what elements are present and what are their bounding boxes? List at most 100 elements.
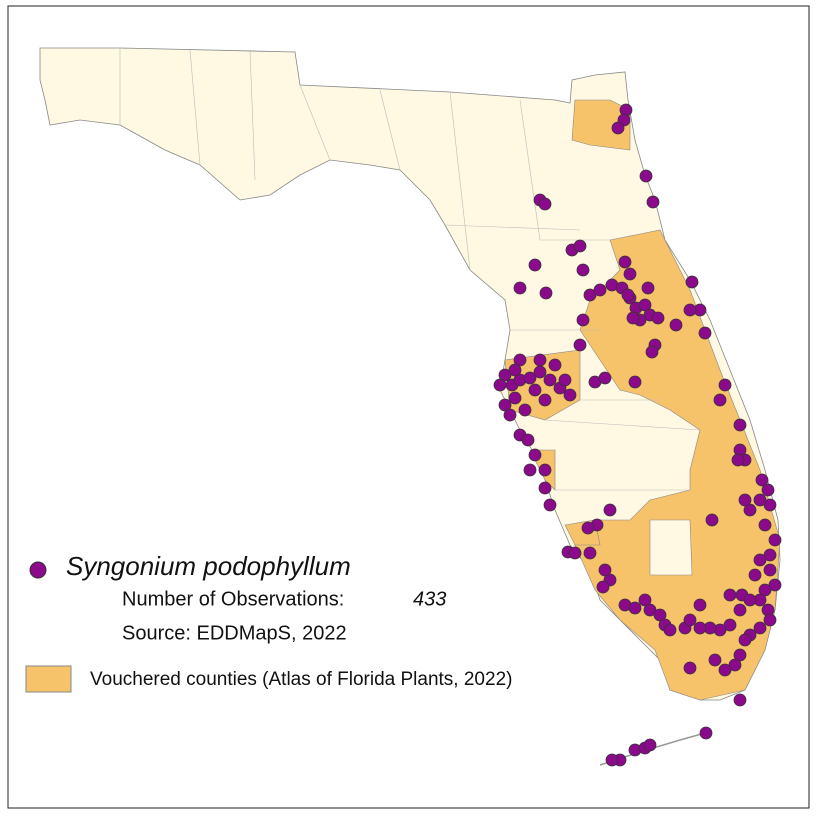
observation-dot — [748, 568, 762, 582]
observation-dot — [528, 448, 542, 462]
observation-dot — [723, 588, 737, 602]
observation-dot — [513, 353, 527, 367]
observation-dot — [733, 693, 747, 707]
observation-dot — [538, 463, 552, 477]
observation-dot — [683, 303, 697, 317]
observation-dot — [498, 398, 512, 412]
observation-dot — [743, 593, 757, 607]
observation-dot — [639, 169, 653, 183]
observation-dot — [498, 368, 512, 382]
observation-dot — [628, 375, 642, 389]
observation-dot — [669, 318, 683, 332]
observation-dot — [493, 378, 507, 392]
observation-dot — [763, 498, 777, 512]
observation-dot — [641, 281, 655, 295]
observation-dot — [728, 658, 742, 672]
source: Source: EDDMapS, 2022 — [122, 622, 347, 644]
observation-dot — [576, 313, 590, 327]
observation-dot — [596, 580, 610, 594]
observations-count: 433 — [413, 588, 446, 610]
observation-dot — [738, 493, 752, 507]
observation-dot — [576, 263, 590, 277]
observation-dot — [603, 503, 617, 517]
observation-dot — [528, 383, 542, 397]
observation-dot — [683, 613, 697, 627]
observation-dot — [628, 601, 642, 615]
observation-dot — [753, 553, 767, 567]
observation-dot — [533, 353, 547, 367]
observation-dot — [598, 371, 612, 385]
observation-dot — [508, 391, 522, 405]
observation-dot — [718, 378, 732, 392]
observation-dot — [763, 548, 777, 562]
county — [649, 519, 693, 576]
observation-dot — [638, 593, 652, 607]
observation-dot — [733, 603, 747, 617]
observation-dot — [653, 608, 667, 622]
observation-dot — [543, 373, 557, 387]
observation-dot — [645, 345, 659, 359]
observation-dot — [538, 393, 552, 407]
observation-dot — [768, 578, 782, 592]
observation-dot — [683, 661, 697, 675]
observations-label: Number of Observations: — [122, 588, 344, 610]
observation-dot — [618, 255, 632, 269]
observation-dot — [713, 393, 727, 407]
observation-dot — [521, 433, 535, 447]
observation-dot — [523, 463, 537, 477]
observation-dot — [581, 521, 595, 535]
observation-dot — [646, 195, 660, 209]
observation-dot — [738, 633, 752, 647]
observation-dot — [548, 358, 562, 372]
observation-dot — [761, 483, 775, 497]
observation-dot — [731, 453, 745, 467]
observation-dot — [611, 121, 625, 135]
observation-dot — [563, 388, 577, 402]
observation-dot — [733, 648, 747, 662]
observation-dot — [643, 738, 657, 752]
observation-dot — [583, 288, 597, 302]
observation-dot — [538, 481, 552, 495]
observations — [493, 103, 782, 767]
observation-dot — [698, 326, 712, 340]
observation-dot — [573, 239, 587, 253]
observation-dot — [539, 286, 553, 300]
county — [574, 229, 781, 701]
observation-dot — [758, 518, 772, 532]
observation-dot — [538, 197, 552, 211]
observation-dot — [623, 267, 637, 281]
observation-dot — [768, 533, 782, 547]
observation-dot — [533, 365, 547, 379]
observation-dot — [605, 753, 619, 767]
legend-dot — [29, 561, 47, 579]
observation-dot — [718, 663, 732, 677]
observation-dot — [503, 408, 517, 422]
observation-dot — [593, 283, 607, 297]
observation-dot — [685, 275, 699, 289]
observation-dot — [733, 418, 747, 432]
observation-dot — [568, 546, 582, 560]
observation-dot — [708, 653, 722, 667]
observation-dot — [558, 373, 572, 387]
observation-dot — [638, 298, 652, 312]
observation-dot — [705, 513, 719, 527]
observation-dot — [758, 583, 772, 597]
observation-dot — [753, 493, 767, 507]
observation-dot — [543, 498, 557, 512]
observation-dot — [699, 726, 713, 740]
species-name: Syngonium podophyllum — [66, 551, 351, 581]
observation-dot — [663, 623, 677, 637]
observation-dot — [626, 311, 640, 325]
county — [571, 99, 631, 151]
observation-dot — [528, 258, 542, 272]
observation-dot — [651, 311, 665, 325]
observation-dot — [763, 563, 777, 577]
observation-dot — [583, 546, 597, 560]
observation-dot — [723, 618, 737, 632]
observation-dot — [753, 621, 767, 635]
observation-dot — [573, 338, 587, 352]
observation-dot — [523, 371, 537, 385]
observation-dot — [693, 598, 707, 612]
observation-dot — [643, 603, 657, 617]
